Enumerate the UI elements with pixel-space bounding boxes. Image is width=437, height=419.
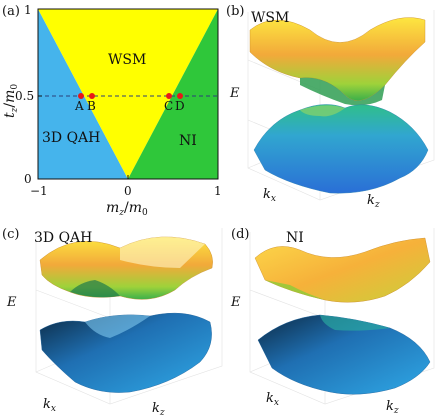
panel-b-kz-label: kz: [367, 193, 380, 210]
surface-upper-shade: [300, 77, 385, 106]
y-axis-label: tz/m0: [2, 84, 20, 118]
point-d: [177, 93, 183, 99]
x-tick-neg1: −1: [30, 184, 48, 198]
panel-b-label: (b): [226, 4, 244, 19]
panel-b-energy-label: E: [229, 86, 240, 101]
region-ni: [128, 9, 218, 179]
panel-b: (b) WSM E kx kz: [226, 4, 435, 210]
point-label-b: B: [87, 99, 96, 113]
x-tick-1: 1: [214, 184, 222, 198]
y-tick-0.5: 0.5: [15, 89, 34, 103]
region-label-qah: 3D QAH: [42, 130, 100, 146]
panel-c-kz-label: kz: [152, 401, 165, 415]
panel-c-kx-label: kx: [43, 397, 56, 414]
panel-a: (a) A B C D WSM 3D QAH NI 1 0.5 0: [2, 3, 222, 218]
surface-lower-top: [300, 105, 345, 117]
panel-c-energy-label: E: [6, 295, 17, 310]
surface-upper-shade: [265, 280, 325, 300]
y-tick-1: 1: [24, 3, 32, 17]
region-label-wsm: WSM: [108, 52, 146, 68]
surface-upper: [249, 17, 426, 101]
point-label-a: A: [74, 99, 84, 113]
panel-c-title: 3D QAH: [34, 230, 92, 246]
point-b: [89, 93, 95, 99]
panel-d-label: (d): [231, 227, 249, 242]
surface-lower-highlight: [320, 315, 390, 331]
region-label-ni: NI: [179, 133, 197, 149]
region-wsm: [38, 9, 218, 179]
surface-upper-highlight: [120, 236, 205, 268]
x-axis-label: mz/m0: [106, 200, 148, 218]
surface-upper-shade: [70, 280, 120, 298]
surface-lower: [253, 104, 429, 194]
panel-d-kx-label: kx: [266, 391, 279, 408]
axis-ticks: [37, 8, 219, 180]
panel-d: (d) NI E kx kz: [230, 227, 435, 416]
panel-d-title: NI: [286, 230, 304, 246]
panel-d-energy-label: E: [230, 295, 241, 310]
panel-a-label: (a): [2, 4, 20, 19]
panel-c: (c) 3D QAH E kx kz: [2, 227, 223, 418]
x-tick-0: 0: [124, 184, 132, 198]
panel-c-label: (c): [2, 227, 19, 242]
surface-lower-highlight: [85, 314, 150, 338]
surface-lower: [257, 314, 431, 395]
point-a: [78, 93, 84, 99]
panel-d-kz-label: kz: [386, 399, 399, 415]
y-tick-0: 0: [24, 172, 32, 186]
surface-upper: [254, 237, 431, 303]
panel-b-kx-label: kx: [263, 187, 276, 204]
point-label-c: C: [164, 99, 173, 113]
point-label-d: D: [175, 99, 185, 113]
point-c: [166, 93, 172, 99]
panel-b-title: WSM: [251, 10, 289, 26]
